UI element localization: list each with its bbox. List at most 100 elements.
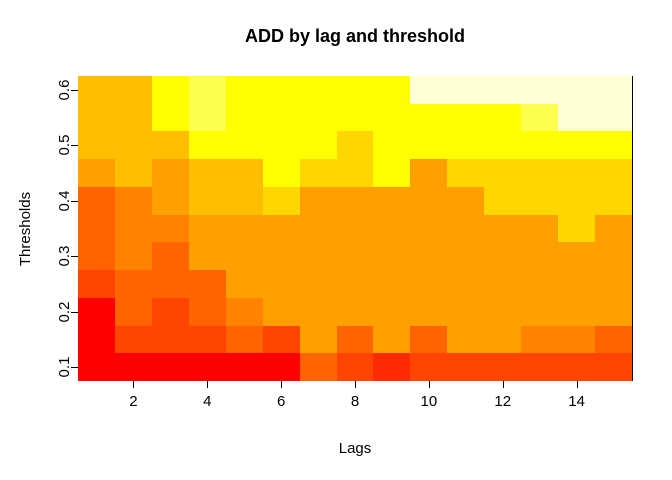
heatmap-cell xyxy=(299,103,337,132)
heatmap-cell xyxy=(188,76,226,104)
heatmap-cell xyxy=(299,270,337,298)
x-axis-tick xyxy=(576,381,578,388)
heatmap-cell xyxy=(225,325,263,354)
heatmap-cell xyxy=(595,103,632,132)
heatmap-cell xyxy=(558,159,596,187)
x-axis-tick-label: 8 xyxy=(350,393,360,410)
y-axis-tick-label: 0.2 xyxy=(56,301,73,323)
heatmap-cell xyxy=(262,270,300,298)
heatmap-cell xyxy=(558,325,596,354)
heatmap-cell xyxy=(410,270,448,298)
heatmap-cell xyxy=(336,325,374,354)
heatmap-cell xyxy=(595,131,632,160)
heatmap-cell xyxy=(447,353,485,381)
heatmap-cell xyxy=(188,159,226,187)
heatmap-cell xyxy=(410,103,448,132)
heatmap-cell xyxy=(78,270,115,298)
heatmap-cell xyxy=(447,325,485,354)
heatmap-cell xyxy=(484,76,522,104)
heatmap-cell xyxy=(521,242,559,271)
heatmap-cell xyxy=(225,76,263,104)
heatmap-cell xyxy=(262,297,300,326)
heatmap-cell xyxy=(336,76,374,104)
heatmap-cell xyxy=(484,353,522,381)
heatmap-cell xyxy=(373,353,411,381)
heatmap-cell xyxy=(262,131,300,160)
heatmap-cell xyxy=(336,242,374,271)
heatmap-cell xyxy=(558,297,596,326)
heatmap-cell xyxy=(299,159,337,187)
heatmap-cell xyxy=(447,103,485,132)
x-axis-tick xyxy=(207,381,209,388)
heatmap-cell xyxy=(299,353,337,381)
heatmap-cell xyxy=(114,297,152,326)
heatmap-cell xyxy=(595,76,632,104)
heatmap-cell xyxy=(447,270,485,298)
y-axis-tick-label: 0.4 xyxy=(56,190,73,212)
heatmap-cell xyxy=(410,353,448,381)
x-axis-tick-label: 12 xyxy=(494,393,512,410)
heatmap-cell xyxy=(336,297,374,326)
heatmap-cell xyxy=(151,159,189,187)
heatmap-cell xyxy=(595,159,632,187)
heatmap-cell xyxy=(336,186,374,215)
heatmap-cell xyxy=(299,76,337,104)
heatmap-cell xyxy=(558,103,596,132)
heatmap-cell xyxy=(558,270,596,298)
heatmap-cell xyxy=(521,186,559,215)
heatmap-cell xyxy=(595,297,632,326)
heatmap-cell xyxy=(521,297,559,326)
x-axis-tick-label: 14 xyxy=(568,393,585,410)
y-axis-tick xyxy=(71,145,78,147)
heatmap-cell xyxy=(188,325,226,354)
heatmap-cell xyxy=(225,297,263,326)
y-axis-tick-label: 0.5 xyxy=(56,134,73,156)
heatmap-cell xyxy=(336,270,374,298)
heatmap-cell xyxy=(484,103,522,132)
y-axis-label: Thresholds xyxy=(17,191,34,267)
heatmap-cell xyxy=(484,242,522,271)
heatmap-cell xyxy=(114,270,152,298)
heatmap-cell xyxy=(558,131,596,160)
heatmap-cell xyxy=(595,242,632,271)
heatmap-cell xyxy=(373,214,411,243)
heatmap-cell xyxy=(447,159,485,187)
heatmap-cell xyxy=(151,214,189,243)
heatmap-cell xyxy=(262,186,300,215)
heatmap-cell xyxy=(151,242,189,271)
heatmap-cell xyxy=(336,131,374,160)
heatmap-cell xyxy=(410,131,448,160)
heatmap-cell xyxy=(558,186,596,215)
heatmap-cell xyxy=(78,159,115,187)
heatmap-cell xyxy=(373,186,411,215)
heatmap-cell xyxy=(373,325,411,354)
heatmap-cell xyxy=(595,186,632,215)
heatmap-cell xyxy=(78,131,115,160)
heatmap-cell xyxy=(188,103,226,132)
x-axis-tick xyxy=(355,381,356,388)
heatmap-cell xyxy=(484,214,522,243)
chart-title: ADD by lag and threshold xyxy=(244,26,466,46)
heatmap-cell xyxy=(521,353,559,381)
heatmap-cell xyxy=(262,325,300,354)
heatmap-cell xyxy=(336,214,374,243)
heatmap-cell xyxy=(262,76,300,104)
heatmap-cell xyxy=(558,353,596,381)
heatmap-cell xyxy=(262,159,300,187)
x-axis-tick xyxy=(133,381,135,388)
heatmap-cell xyxy=(151,353,189,381)
heatmap-cell xyxy=(78,186,115,215)
y-axis-tick-label: 0.3 xyxy=(56,245,73,267)
heatmap-cell xyxy=(114,186,152,215)
heatmap-cell xyxy=(336,353,374,381)
heatmap-cell xyxy=(595,214,632,243)
heatmap-cell xyxy=(299,325,337,354)
heatmap-cell xyxy=(151,325,189,354)
y-axis-tick xyxy=(71,311,78,313)
heatmap-cell xyxy=(151,131,189,160)
x-axis-tick xyxy=(502,381,504,388)
x-axis-tick-label: 2 xyxy=(129,393,138,410)
heatmap-cell xyxy=(151,186,189,215)
heatmap-cell xyxy=(484,297,522,326)
heatmap-cell xyxy=(114,214,152,243)
